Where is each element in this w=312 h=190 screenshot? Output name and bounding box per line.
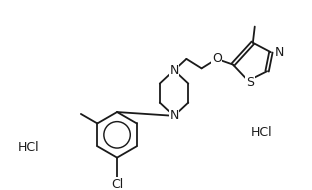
Text: S: S <box>246 76 254 89</box>
Text: N: N <box>275 46 284 59</box>
Text: O: O <box>212 52 222 65</box>
Text: HCl: HCl <box>251 126 272 139</box>
Text: N: N <box>169 64 179 77</box>
Text: HCl: HCl <box>18 141 40 154</box>
Text: N: N <box>169 109 179 122</box>
Text: Cl: Cl <box>111 178 123 190</box>
